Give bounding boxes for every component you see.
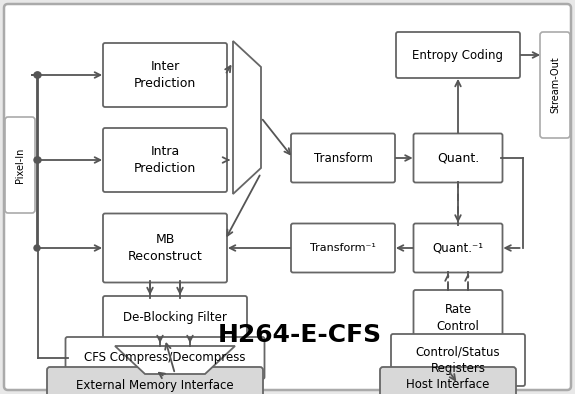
Circle shape	[35, 72, 41, 78]
FancyBboxPatch shape	[413, 223, 503, 273]
Text: Control/Status
Registers: Control/Status Registers	[416, 345, 500, 375]
Text: Entropy Coding: Entropy Coding	[412, 48, 504, 61]
Text: Quant.: Quant.	[437, 152, 479, 165]
Text: Rate
Control: Rate Control	[436, 303, 480, 333]
FancyBboxPatch shape	[291, 134, 395, 182]
Text: External Memory Interface: External Memory Interface	[76, 379, 234, 392]
FancyBboxPatch shape	[540, 32, 570, 138]
FancyBboxPatch shape	[66, 337, 264, 379]
Text: Intra
Prediction: Intra Prediction	[134, 145, 196, 175]
FancyBboxPatch shape	[291, 223, 395, 273]
FancyBboxPatch shape	[103, 214, 227, 282]
Polygon shape	[233, 41, 261, 194]
Text: MB
Reconstruct: MB Reconstruct	[128, 233, 202, 263]
Polygon shape	[115, 346, 235, 374]
Circle shape	[34, 245, 40, 251]
Text: Transform: Transform	[313, 152, 373, 165]
FancyBboxPatch shape	[396, 32, 520, 78]
Text: H264-E-CFS: H264-E-CFS	[218, 323, 382, 347]
Text: CFS Compress/Decompress: CFS Compress/Decompress	[85, 351, 246, 364]
Text: Inter
Prediction: Inter Prediction	[134, 60, 196, 90]
Circle shape	[35, 157, 41, 163]
FancyBboxPatch shape	[413, 134, 503, 182]
FancyBboxPatch shape	[5, 117, 35, 213]
FancyBboxPatch shape	[103, 43, 227, 107]
FancyBboxPatch shape	[47, 367, 263, 394]
FancyBboxPatch shape	[380, 367, 516, 394]
Text: De-Blocking Filter: De-Blocking Filter	[123, 312, 227, 325]
FancyBboxPatch shape	[103, 296, 247, 340]
FancyBboxPatch shape	[103, 128, 227, 192]
Text: Quant.⁻¹: Quant.⁻¹	[432, 242, 484, 255]
Text: Transform⁻¹: Transform⁻¹	[310, 243, 376, 253]
Text: Pixel-In: Pixel-In	[15, 147, 25, 183]
FancyBboxPatch shape	[4, 4, 571, 390]
Circle shape	[34, 72, 40, 78]
FancyBboxPatch shape	[391, 334, 525, 386]
Text: Host Interface: Host Interface	[407, 379, 490, 392]
FancyBboxPatch shape	[413, 290, 503, 346]
Text: Stream-Out: Stream-Out	[550, 57, 560, 113]
Circle shape	[34, 157, 40, 163]
